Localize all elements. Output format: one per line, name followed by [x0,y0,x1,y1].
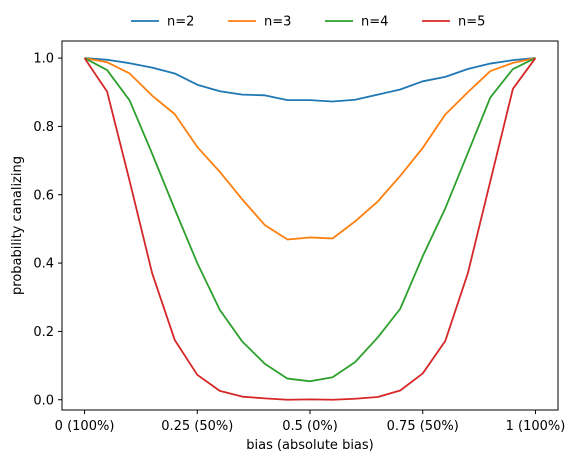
plot-frame [61,40,559,411]
y-axis-label: probability canalizing [10,156,25,295]
x-axis-label: bias (absolute bias) [246,438,374,453]
y-tick-label: 1.0 [33,52,54,67]
series-line-4 [83,57,537,401]
series-line-1 [84,57,536,103]
series-line-2 [84,57,536,241]
y-axis: 0.0 0.2 0.4 0.6 0.8 1.0 [33,52,62,408]
series-line-3 [84,57,536,383]
x-tick-label: 0.25 (50%) [161,419,233,434]
x-tick-label: 0.5 (0%) [282,419,338,434]
y-tick-label: 0.2 [33,325,54,340]
x-axis: 0 (100%) 0.25 (50%) 0.5 (0%) 0.75 (50%) 1 (1… [55,410,566,434]
x-tick-label: 1 (100%) [506,419,566,434]
legend: n=2 n=3 n=4 n=5 [131,15,485,30]
x-tick-label: 0.75 (50%) [387,419,459,434]
y-tick-label: 0.0 [33,393,54,408]
y-tick-label: 0.4 [33,257,54,272]
x-tick-label: 0 (100%) [55,419,115,434]
legend-label-2: n=3 [264,15,291,30]
series-layer [83,57,537,401]
y-tick-label: 0.8 [33,120,54,135]
legend-label-4: n=5 [458,15,485,30]
legend-label-1: n=2 [167,15,194,30]
y-tick-label: 0.6 [33,188,54,203]
legend-label-3: n=4 [361,15,388,30]
